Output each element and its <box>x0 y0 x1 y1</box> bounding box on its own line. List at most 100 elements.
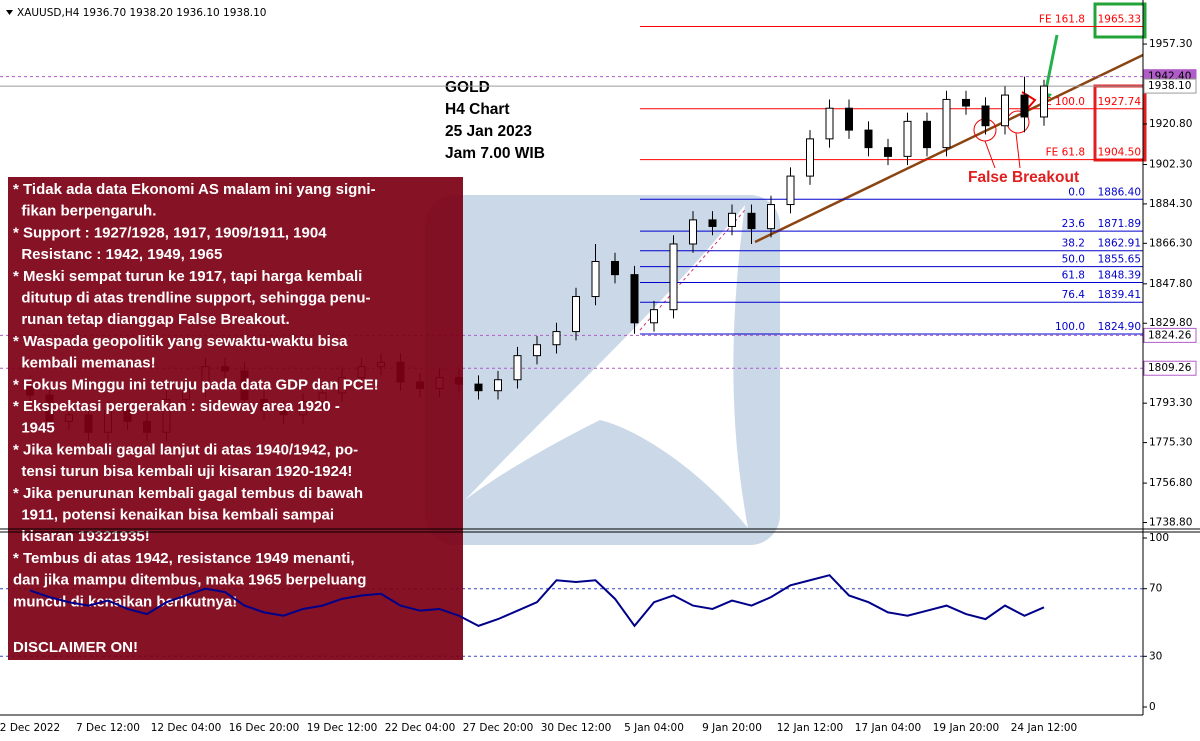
candle-body <box>825 107 834 140</box>
price-box <box>1143 360 1197 376</box>
target-arrow <box>1043 34 1059 96</box>
watermark <box>425 195 780 545</box>
x-tick-label: 27 Dec 20:00 <box>463 722 534 734</box>
disclaimer: DISCLAIMER ON! <box>13 639 138 656</box>
candle-body <box>474 383 483 392</box>
level-name: 38.2 <box>1062 238 1085 250</box>
candle-body <box>884 147 892 157</box>
note-line: Resistanc : 1942, 1949, 1965 <box>13 246 222 263</box>
note-line: kisaran 19321935! <box>13 528 150 545</box>
note-line: 1911, potensi kenaikan bisa kembali samp… <box>13 506 334 523</box>
target-box <box>1093 2 1147 39</box>
menu-triangle <box>6 10 13 15</box>
level-value: 1927.74 <box>1098 96 1142 108</box>
candle-body <box>669 243 678 311</box>
y-tick-label: 100 <box>1149 532 1169 544</box>
level-name: FE 61.8 <box>1046 147 1085 159</box>
y-tick-label: 0 <box>1149 701 1156 713</box>
candle-body <box>767 204 775 230</box>
caption: GOLD <box>445 79 490 96</box>
level-name: 0.0 <box>1068 186 1085 198</box>
candle-body <box>650 309 658 324</box>
candle-body <box>806 138 814 177</box>
x-tick-label: 30 Dec 12:00 <box>541 722 612 734</box>
level-name: FE 161.8 <box>1039 13 1085 25</box>
note-line: ditutup di atas trendline support, sehin… <box>13 289 371 306</box>
false-breakout-label: False Breakout <box>968 169 1079 186</box>
note-line: * Ekspektasi pergerakan : sideway area 1… <box>13 398 340 415</box>
candle-body <box>1040 85 1048 118</box>
y-tick-label: 1902.30 <box>1149 158 1192 170</box>
candle-body <box>689 219 697 245</box>
candle-body <box>942 98 951 149</box>
candle-body <box>786 175 795 206</box>
y-tick-label: 1793.30 <box>1149 397 1192 409</box>
candle-body <box>1020 94 1029 118</box>
level-value: 1871.89 <box>1098 218 1141 230</box>
x-tick-label: 17 Jan 04:00 <box>855 722 921 734</box>
caption: Jam 7.00 WIB <box>445 145 545 162</box>
x-tick-label: 7 Dec 12:00 <box>76 722 140 734</box>
note-line: * Meski sempat turun ke 1917, tapi harga… <box>13 268 362 285</box>
y-tick-label: 1775.30 <box>1149 437 1192 449</box>
level-name: 100.0 <box>1055 321 1085 333</box>
level-value: 1886.40 <box>1098 186 1141 198</box>
x-tick-label: 24 Jan 12:00 <box>1011 722 1077 734</box>
candle-body <box>708 219 717 227</box>
y-tick-label: 1738.80 <box>1149 517 1192 529</box>
note-line: 1945 <box>13 420 55 437</box>
candle-body <box>864 129 873 149</box>
level-value: 1862.91 <box>1098 238 1141 250</box>
x-tick-label: 5 Jan 04:00 <box>624 722 684 734</box>
candle-body <box>728 212 736 227</box>
caption: 25 Jan 2023 <box>445 123 532 140</box>
level-value: 1839.41 <box>1098 289 1141 301</box>
candle-body <box>591 260 600 298</box>
price-box-label: 1809.26 <box>1148 362 1192 374</box>
y-tick-label: 1884.30 <box>1149 198 1192 210</box>
candle-body <box>533 344 541 357</box>
y-tick-label: 1756.80 <box>1149 477 1192 489</box>
level-value: 1848.39 <box>1098 270 1141 282</box>
level-name: 23.6 <box>1062 218 1086 230</box>
x-tick-label: 9 Jan 20:00 <box>702 722 762 734</box>
y-tick-label: 1829.80 <box>1149 317 1192 329</box>
note-line: runan tetap dianggap False Breakout. <box>13 311 290 328</box>
note-line: tensi turun bisa kembali uji kisaran 192… <box>13 463 352 480</box>
candle-body <box>962 98 970 107</box>
y-tick-label: 1957.30 <box>1149 38 1192 50</box>
candle-body <box>513 355 522 381</box>
note-line: * Jika penurunan kembali gagal tembus di… <box>13 485 363 502</box>
pointer-line <box>984 140 996 169</box>
y-tick-label: 70 <box>1149 583 1162 595</box>
symbol-header: XAUUSD,H4 1936.70 1938.20 1936.10 1938.1… <box>17 7 266 19</box>
note-line: fikan berpengaruh. <box>13 203 156 220</box>
candle-body <box>572 296 580 333</box>
caption: H4 Chart <box>445 101 510 118</box>
candle-body <box>611 260 619 276</box>
x-tick-label: 12 Jan 12:00 <box>777 722 843 734</box>
x-tick-label: 12 Dec 04:00 <box>151 722 222 734</box>
x-tick-label: 19 Jan 20:00 <box>933 722 999 734</box>
y-tick-label: 1920.80 <box>1149 118 1192 130</box>
level-name: 76.4 <box>1062 289 1086 301</box>
note-line: kembali memanas! <box>13 355 156 372</box>
price-box <box>1143 78 1197 94</box>
level-name: 50.0 <box>1062 254 1085 266</box>
note-line: * Tidak ada data Ekonomi AS malam ini ya… <box>13 181 376 198</box>
y-tick-label: 1847.80 <box>1149 278 1192 290</box>
y-tick-label: 1866.30 <box>1149 237 1192 249</box>
y-tick-label: 30 <box>1149 650 1162 662</box>
level-value: 1904.50 <box>1098 147 1141 159</box>
candle-body <box>747 212 756 230</box>
note-line: * Jika kembali gagal lanjut di atas 1940… <box>13 441 358 458</box>
level-value: 1965.33 <box>1098 13 1141 25</box>
x-tick-label: 2 Dec 2022 <box>0 722 60 734</box>
candle-body <box>552 331 561 346</box>
x-tick-label: 19 Dec 12:00 <box>307 722 378 734</box>
notes-box <box>8 177 463 660</box>
price-box-label: 1938.10 <box>1148 80 1191 92</box>
note-line: * Tembus di atas 1942, resistance 1949 m… <box>13 550 355 567</box>
note-line: * Waspada geopolitik yang sewaktu-waktu … <box>13 333 348 350</box>
